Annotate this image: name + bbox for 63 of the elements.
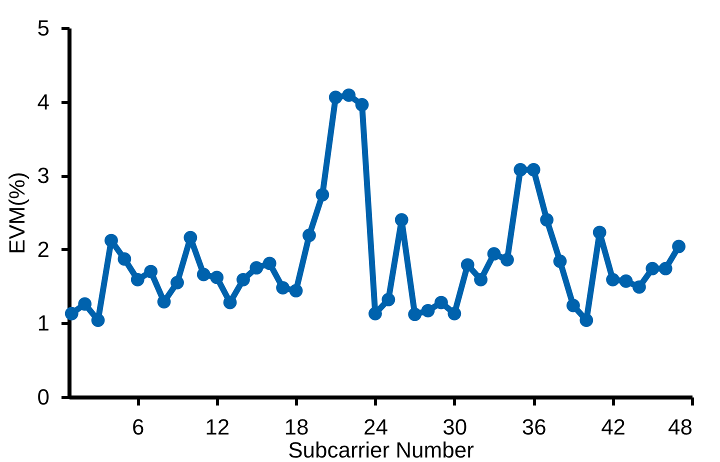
- x-tick-label: 48: [668, 414, 692, 440]
- point: [500, 253, 514, 266]
- point: [104, 234, 118, 248]
- x-tick-label: 24: [363, 414, 388, 440]
- point: [434, 296, 448, 310]
- point: [408, 308, 422, 322]
- x-tick-label: 6: [132, 414, 144, 440]
- point: [566, 298, 580, 312]
- point: [592, 226, 606, 240]
- y-tick-label: 5: [37, 16, 50, 40]
- y-tick-label: 3: [37, 163, 50, 188]
- point: [421, 304, 435, 318]
- point: [118, 252, 132, 266]
- point: [619, 274, 633, 288]
- y-tick-label: 0: [37, 384, 50, 410]
- point: [448, 306, 462, 320]
- point: [144, 264, 158, 278]
- x-tick-label: 30: [442, 414, 468, 440]
- point: [170, 276, 184, 290]
- x-tick-label: 36: [522, 414, 546, 440]
- y-tick-label: 2: [37, 236, 50, 262]
- point: [672, 240, 686, 254]
- point: [514, 163, 528, 176]
- point: [460, 258, 474, 272]
- point: [210, 270, 224, 284]
- point: [64, 306, 78, 320]
- point: [328, 90, 342, 104]
- point: [342, 88, 356, 102]
- point: [606, 272, 620, 286]
- point: [487, 247, 501, 261]
- point: [355, 98, 369, 112]
- point: [394, 213, 408, 227]
- point: [130, 272, 144, 286]
- y-tick-label: 1: [37, 310, 50, 336]
- point: [540, 213, 554, 227]
- point: [302, 228, 316, 242]
- point: [474, 272, 488, 286]
- point: [553, 254, 567, 268]
- point: [157, 295, 171, 308]
- point: [91, 314, 105, 327]
- point: [316, 188, 330, 202]
- point: [196, 268, 210, 282]
- point: [250, 261, 264, 275]
- point: [223, 296, 237, 310]
- y-axis-title: EVM(%): [4, 172, 30, 254]
- point: [78, 297, 92, 311]
- point: [526, 163, 540, 176]
- point: [658, 262, 672, 276]
- x-tick-label: 18: [284, 414, 309, 440]
- point: [262, 256, 276, 270]
- point: [368, 306, 382, 320]
- point: [289, 284, 303, 298]
- point: [632, 280, 646, 294]
- x-tick-label: 42: [601, 414, 626, 440]
- point: [184, 230, 198, 244]
- x-tick-label: 12: [205, 414, 230, 440]
- point: [382, 292, 396, 306]
- point: [276, 281, 290, 294]
- x-axis-title: Subcarrier Number: [288, 438, 474, 462]
- point: [236, 272, 250, 286]
- point: [646, 262, 660, 276]
- y-tick-label: 4: [37, 89, 50, 114]
- point: [580, 314, 594, 327]
